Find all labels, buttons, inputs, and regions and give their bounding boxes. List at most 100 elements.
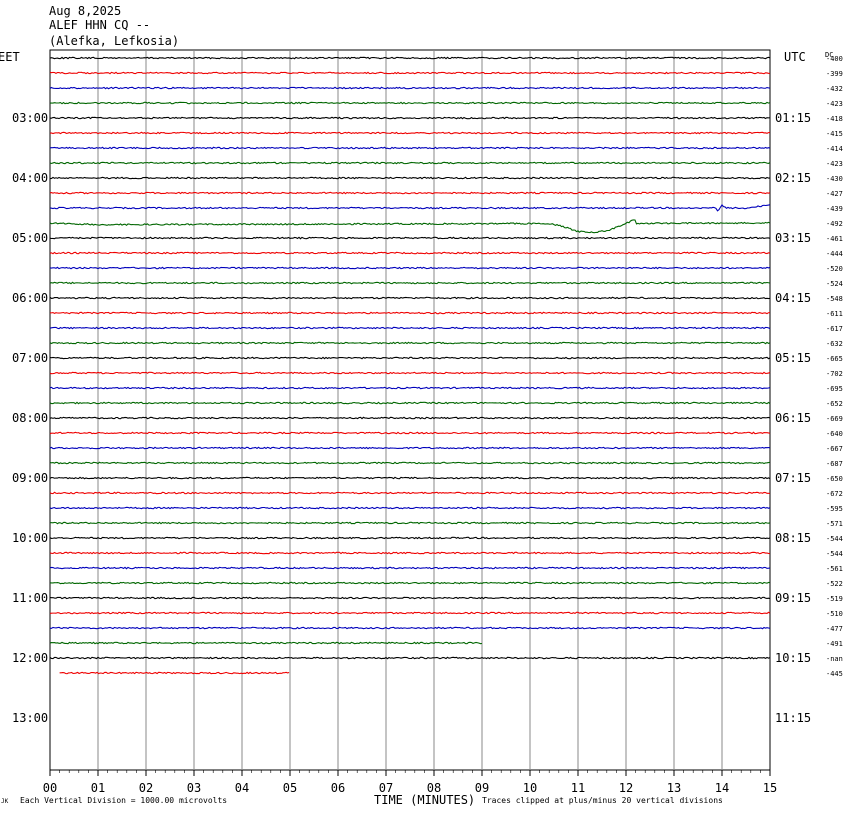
- dc-offset-label: -400: [826, 55, 843, 63]
- seismic-trace: [49, 326, 771, 330]
- utc-hour-label: 10:15: [775, 651, 811, 665]
- utc-hour-label: 05:15: [775, 351, 811, 365]
- corner-mark: JK: [1, 798, 9, 805]
- seismic-trace: [49, 596, 771, 600]
- utc-hour-label: 07:15: [775, 471, 811, 485]
- x-tick-label: 07: [379, 781, 393, 795]
- seismic-trace: [49, 461, 771, 465]
- seismic-trace: [49, 476, 771, 480]
- dc-offset-label: -571: [826, 520, 843, 528]
- seismic-trace: [49, 71, 771, 75]
- x-tick-label: 13: [667, 781, 681, 795]
- x-tick-label: 02: [139, 781, 153, 795]
- seismic-trace: [49, 656, 771, 660]
- dc-offset-label: -nan: [826, 655, 843, 663]
- eet-hour-label: 09:00: [12, 471, 48, 485]
- seismic-trace: [49, 626, 771, 630]
- seismic-trace: [49, 521, 771, 525]
- dc-offset-label: -418: [826, 115, 843, 123]
- seismic-trace: [49, 341, 771, 345]
- eet-hour-label: 05:00: [12, 231, 48, 245]
- seismic-trace: [49, 581, 771, 585]
- seismic-trace: [49, 131, 771, 135]
- x-tick-label: 08: [427, 781, 441, 795]
- seismic-trace: [49, 266, 771, 270]
- date-label: Aug 8,2025: [49, 4, 122, 18]
- seismic-trace: [49, 566, 771, 570]
- dc-offset-label: -702: [826, 370, 843, 378]
- dc-offset-label: -695: [826, 385, 843, 393]
- seismic-trace: [49, 281, 771, 285]
- scale-note: Each Vertical Division = 1000.00 microvo…: [20, 796, 228, 805]
- seismic-trace: [49, 431, 771, 435]
- x-tick-label: 09: [475, 781, 489, 795]
- dc-offset-label: -430: [826, 175, 843, 183]
- dc-offset-label: -667: [826, 445, 843, 453]
- dc-offset-label: -432: [826, 85, 843, 93]
- dc-offset-label: -461: [826, 235, 843, 243]
- seismic-trace: [49, 204, 771, 212]
- eet-hour-label: 04:00: [12, 171, 48, 185]
- dc-offset-label: -520: [826, 265, 843, 273]
- x-tick-label: 06: [331, 781, 345, 795]
- seismic-trace: [49, 251, 771, 255]
- utc-hour-label: 03:15: [775, 231, 811, 245]
- dc-offset-label: -492: [826, 220, 843, 228]
- dc-offset-label: -617: [826, 325, 843, 333]
- utc-hour-label: 06:15: [775, 411, 811, 425]
- dc-offset-label: -423: [826, 160, 843, 168]
- seismic-trace: [49, 146, 771, 150]
- x-tick-label: 04: [235, 781, 249, 795]
- seismic-trace: [49, 386, 771, 390]
- seismic-trace: [49, 86, 771, 90]
- utc-hour-label: 01:15: [775, 111, 811, 125]
- dc-offset-label: -595: [826, 505, 843, 513]
- dc-offset-label: -415: [826, 130, 843, 138]
- eet-hour-label: 03:00: [12, 111, 48, 125]
- dc-offset-label: -477: [826, 625, 843, 633]
- seismic-trace: [49, 551, 771, 555]
- dc-offset-label: -423: [826, 100, 843, 108]
- utc-hour-label: 02:15: [775, 171, 811, 185]
- seismic-trace: [49, 161, 771, 165]
- eet-hour-label: 10:00: [12, 531, 48, 545]
- dc-offset-label: -522: [826, 580, 843, 588]
- utc-hour-label: 11:15: [775, 711, 811, 725]
- x-tick-label: 00: [43, 781, 57, 795]
- eet-hour-label: 08:00: [12, 411, 48, 425]
- dc-offset-label: -561: [826, 565, 843, 573]
- dc-offset-label: -652: [826, 400, 843, 408]
- seismic-trace: [49, 506, 771, 510]
- location-label: (Alefka, Lefkosia): [49, 34, 180, 48]
- dc-offset-label: -548: [826, 295, 843, 303]
- seismic-trace: [49, 446, 771, 450]
- dc-offset-label: -510: [826, 610, 843, 618]
- seismic-trace: [49, 101, 771, 105]
- dc-offset-label: -665: [826, 355, 843, 363]
- seismic-trace: [49, 416, 771, 420]
- seismic-trace: [49, 641, 483, 645]
- dc-offset-label: -427: [826, 190, 843, 198]
- utc-hour-label: 09:15: [775, 591, 811, 605]
- dc-offset-label: -669: [826, 415, 843, 423]
- dc-offset-label: -491: [826, 640, 843, 648]
- seismic-trace: [59, 671, 290, 675]
- dc-offset-label: -445: [826, 670, 843, 678]
- station-label: ALEF HHN CQ --: [49, 18, 151, 32]
- dc-offset-label: -544: [826, 535, 843, 543]
- x-tick-label: 15: [763, 781, 777, 795]
- utc-hour-label: 04:15: [775, 291, 811, 305]
- x-tick-label: 12: [619, 781, 633, 795]
- seismic-trace: [49, 371, 771, 375]
- dc-offset-label: -524: [826, 280, 843, 288]
- dc-offset-label: -632: [826, 340, 843, 348]
- seismic-trace: [49, 401, 771, 405]
- seismic-trace: [49, 56, 771, 60]
- eet-hour-label: 12:00: [12, 651, 48, 665]
- seismic-trace: [49, 236, 771, 240]
- dc-offset-label: -399: [826, 70, 843, 78]
- eet-hour-label: 13:00: [12, 711, 48, 725]
- dc-offset-label: -687: [826, 460, 843, 468]
- seismic-trace: [49, 116, 771, 120]
